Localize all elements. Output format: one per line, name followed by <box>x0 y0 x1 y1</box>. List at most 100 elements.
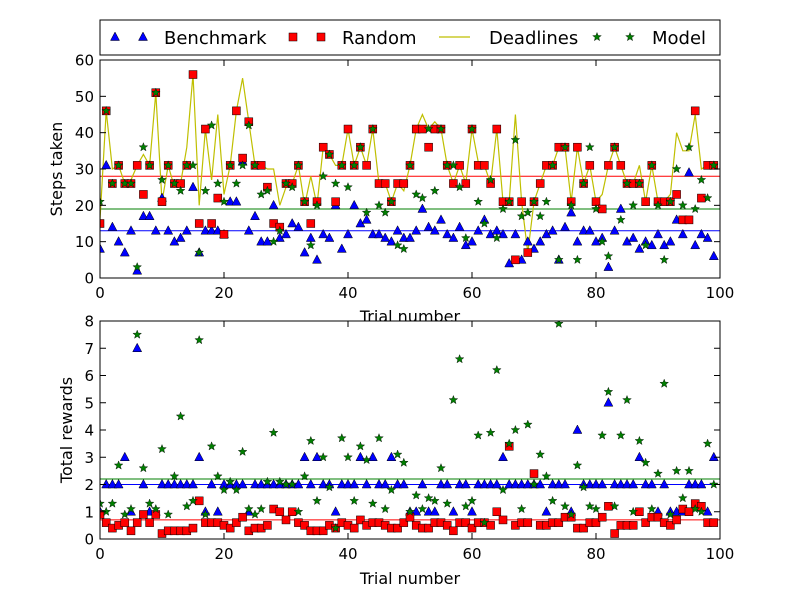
rewards-point-model <box>299 471 310 481</box>
rewards-point-benchmark <box>553 478 564 489</box>
steps-point-benchmark <box>535 236 546 246</box>
rewards-point-model <box>212 471 223 481</box>
rewards-point-random <box>635 507 644 516</box>
rewards-point-random <box>486 521 495 530</box>
steps-point-model <box>169 178 180 188</box>
steps-point-benchmark <box>293 221 304 231</box>
steps-point-model <box>212 178 223 188</box>
rewards-point-benchmark <box>268 478 279 489</box>
rewards-point-benchmark <box>157 478 167 489</box>
rewards-point-model <box>206 441 217 451</box>
steps-point-model <box>504 196 515 206</box>
rewards-point-model <box>510 424 521 435</box>
steps-point-model <box>429 185 440 195</box>
steps-point-model <box>584 142 595 152</box>
rewards-point-model <box>386 484 397 495</box>
rewards-point-model <box>107 498 118 508</box>
steps-point-benchmark <box>231 196 242 206</box>
rewards-point-benchmark <box>101 478 112 489</box>
steps-point-random <box>213 193 223 203</box>
legend-swatch-benchmark <box>110 31 120 41</box>
rewards-y-tick-label: 3 <box>84 449 94 467</box>
steps-point-model <box>355 142 366 152</box>
rewards-y-tick-label: 2 <box>84 476 94 494</box>
rewards-point-model <box>640 457 651 467</box>
steps-point-random <box>697 193 706 203</box>
steps-point-model <box>417 193 428 203</box>
rewards-point-benchmark <box>690 478 701 489</box>
rewards-point-model <box>361 454 372 465</box>
steps-point-model <box>708 160 719 170</box>
steps-point-benchmark <box>107 221 118 231</box>
rewards-point-random <box>467 523 477 533</box>
rewards-point-model <box>305 435 316 445</box>
steps-point-benchmark <box>429 225 440 235</box>
steps-point-random <box>201 124 210 134</box>
rewards-point-benchmark <box>615 478 626 489</box>
steps-point-model <box>603 251 614 261</box>
rewards-point-random <box>120 518 130 527</box>
legend-swatch-random <box>316 32 326 42</box>
rewards-point-benchmark <box>293 478 304 489</box>
rewards-point-benchmark <box>659 478 670 489</box>
rewards-point-benchmark <box>361 478 372 489</box>
steps-point-model <box>448 160 459 170</box>
steps-point-benchmark <box>287 217 298 228</box>
rewards-point-model <box>684 465 694 475</box>
steps-point-benchmark <box>163 225 174 235</box>
rewards-point-model <box>318 452 329 462</box>
legend: Benchmark Random Deadlines Model <box>99 19 721 56</box>
rewards-point-benchmark <box>547 478 558 489</box>
rewards-point-random <box>604 502 613 511</box>
rewards-point-model <box>417 503 428 514</box>
steps-point-random <box>492 124 502 134</box>
steps-point-model <box>405 160 415 170</box>
rewards-point-benchmark <box>467 506 477 516</box>
rewards-point-model <box>690 503 701 514</box>
rewards-point-benchmark <box>634 451 645 461</box>
steps-point-random <box>585 161 595 170</box>
steps-point-benchmark <box>200 225 211 235</box>
steps-point-model <box>398 243 409 254</box>
steps-point-model <box>510 134 521 145</box>
steps-point-random <box>511 255 520 265</box>
rewards-point-model <box>287 479 298 489</box>
steps-point-benchmark <box>150 225 161 235</box>
legend-label-benchmark: Benchmark <box>164 28 267 49</box>
steps-point-model <box>144 160 155 170</box>
steps-point-model <box>665 196 676 206</box>
rewards-point-model <box>405 506 415 516</box>
rewards-point-model <box>560 501 570 511</box>
rewards-point-random <box>238 512 247 522</box>
rewards-point-random <box>449 526 458 536</box>
rewards-point-model <box>535 449 546 459</box>
rewards-point-benchmark <box>684 478 694 489</box>
steps-point-model <box>622 178 632 188</box>
rewards-point-random <box>461 518 471 527</box>
steps-point-random <box>604 161 613 170</box>
rewards-point-benchmark <box>485 478 496 489</box>
legend-frame <box>99 19 721 56</box>
rewards-point-benchmark <box>448 506 459 516</box>
steps-x-tick-label: 60 <box>462 284 481 302</box>
steps-point-random <box>157 197 167 206</box>
steps-point-random <box>597 204 607 214</box>
rewards-point-model <box>188 495 198 505</box>
steps-point-benchmark <box>405 232 415 242</box>
steps-point-benchmark <box>467 236 477 246</box>
steps-point-random <box>399 179 409 188</box>
rewards-point-benchmark <box>398 478 409 489</box>
steps-point-model <box>175 185 186 195</box>
steps-point-benchmark <box>684 167 694 177</box>
rewards-point-random <box>554 518 564 527</box>
rewards-point-benchmark <box>374 478 384 489</box>
rewards-point-model <box>150 503 161 514</box>
steps-point-benchmark <box>578 225 589 235</box>
steps-point-benchmark <box>349 199 360 210</box>
rewards-point-random <box>610 529 619 538</box>
steps-point-model <box>336 160 347 170</box>
steps-point-benchmark <box>708 250 719 260</box>
steps-point-model <box>268 236 279 246</box>
steps-point-benchmark <box>665 236 676 246</box>
steps-point-random <box>306 219 316 228</box>
